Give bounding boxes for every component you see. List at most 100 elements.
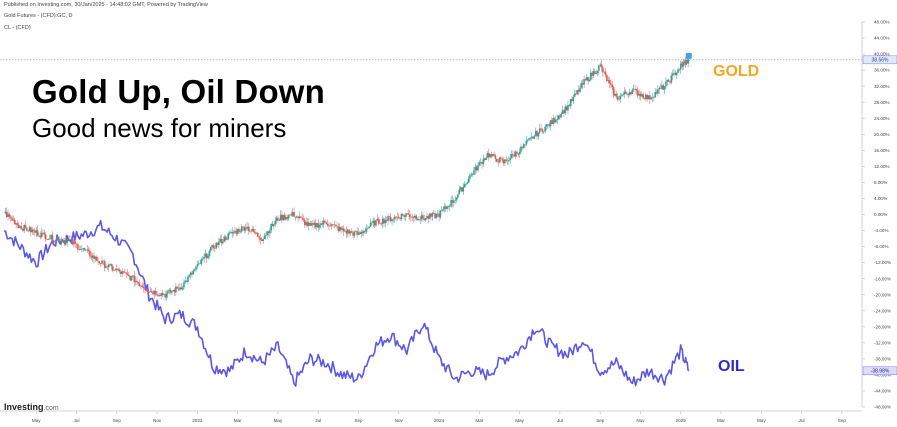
gold-candle-body (356, 231, 358, 235)
gold-candle-body (160, 293, 162, 296)
gold-candle-body (392, 219, 395, 220)
gold-candle-body (20, 226, 23, 229)
gold-candle-body (368, 226, 371, 229)
gold-candle-body (124, 272, 126, 273)
gold-candle-body (428, 213, 431, 219)
gold-candle-body (614, 93, 616, 96)
x-tick-label: Jul (557, 418, 563, 423)
gold-candle-body (330, 224, 333, 226)
gold-candle-body (469, 175, 471, 179)
gold-candle-body (89, 251, 91, 257)
gold-candle-body (541, 129, 544, 133)
gold-candle-body (521, 146, 524, 148)
x-tick-label: Jul (315, 418, 321, 423)
y-tick-label: -28.00% (874, 324, 891, 329)
gold-candle-body (603, 71, 606, 73)
gold-candle-body (48, 238, 51, 240)
gold-candle-body (380, 223, 383, 225)
gold-candle-body (345, 230, 348, 234)
gold-candle-body (376, 218, 379, 221)
gold-candle-body (44, 234, 47, 240)
gold-candle-body (314, 222, 317, 228)
gold-candle-body (379, 223, 381, 225)
gold-candle-body (267, 231, 270, 234)
gold-candle-body (544, 126, 546, 132)
gold-candle-body (99, 263, 102, 264)
gold-candle-body (138, 283, 141, 286)
gold-candle-body (211, 245, 213, 247)
gold-candle-body (172, 289, 175, 292)
gold-candle-body (410, 216, 412, 218)
gold-candle-body (144, 288, 146, 290)
gold-candle-body (60, 239, 63, 242)
gold-candle-body (683, 62, 685, 63)
x-tick-label: Sep (596, 418, 605, 423)
gold-candle-body (266, 231, 268, 236)
gold-candle-body (514, 151, 517, 157)
gold-candle-body (149, 291, 152, 293)
gold-candle-body (583, 79, 585, 85)
gold-candle-body (407, 213, 409, 215)
gold-candle-body (107, 264, 110, 268)
gold-candle-body (283, 215, 286, 220)
gold-candle-body (146, 290, 149, 292)
gold-candle-body (481, 162, 483, 165)
gold-candle-body (552, 118, 554, 124)
gold-candle-body (369, 222, 372, 227)
gold-candle-body (448, 206, 451, 207)
gold-candle-body (326, 223, 329, 226)
gold-candle-body (62, 239, 64, 243)
gold-candle-body (439, 210, 442, 218)
gold-candle-body (27, 230, 29, 232)
gold-candle-body (224, 236, 227, 240)
gold-candle-body (420, 215, 423, 220)
gold-candle-body (239, 231, 242, 233)
gold-candle-body (537, 132, 540, 137)
gold-candle-body (557, 115, 560, 120)
gold-candle-body (78, 249, 81, 251)
y-axis: 48.00% 44.00% 40.00% 36.00% 32.00% 28.00% 24.0… (0, 20, 891, 412)
gold-candle-body (114, 268, 117, 271)
gold-candle-body (647, 95, 650, 100)
gold-candle-body (341, 228, 344, 230)
gold-value-text: 38.56% (872, 58, 890, 64)
gold-candle-body (638, 93, 640, 96)
oil-value-text: -38.98% (871, 369, 890, 375)
x-tick-label: Mar (234, 418, 242, 423)
y-tick-label: -48.00% (874, 405, 891, 410)
gold-candle-body (500, 157, 502, 159)
gold-candle-body (623, 91, 626, 95)
gold-candle-body (196, 264, 199, 267)
gold-candle-body (24, 224, 27, 228)
gold-candle-body (126, 273, 129, 275)
gold-candle-body (105, 266, 107, 268)
gold-candle-body (54, 240, 56, 242)
gold-candle-body (587, 77, 589, 82)
gold-candle-body (242, 226, 244, 228)
gold-candle-body (118, 269, 121, 272)
gold-candle-body (318, 225, 321, 228)
gold-candle-body (564, 106, 567, 114)
gold-candle-body (303, 220, 306, 226)
gold-candle-body (517, 153, 520, 155)
gold-candle-body (680, 63, 683, 65)
gold-candle-body (340, 226, 342, 230)
gold-candle-body (321, 223, 324, 225)
gold-candle-body (363, 230, 365, 234)
gold-candle-body (591, 72, 593, 76)
gold-candle-body (422, 215, 424, 219)
gold-candle-body (333, 224, 336, 226)
y-tick-label: -36.00% (874, 356, 891, 361)
gold-candle-body (64, 240, 67, 244)
gold-candle-body (5, 211, 8, 217)
gold-candle-body (389, 217, 392, 222)
gold-candle-body (35, 230, 38, 233)
gold-candle-body (316, 223, 318, 228)
gold-candle-body (17, 224, 20, 228)
gold-candle-body (571, 99, 573, 102)
gold-candle-body (128, 274, 130, 277)
gold-candle-body (487, 153, 490, 158)
gold-candle-body (312, 223, 314, 225)
y-tick-label: -20.00% (874, 292, 891, 297)
